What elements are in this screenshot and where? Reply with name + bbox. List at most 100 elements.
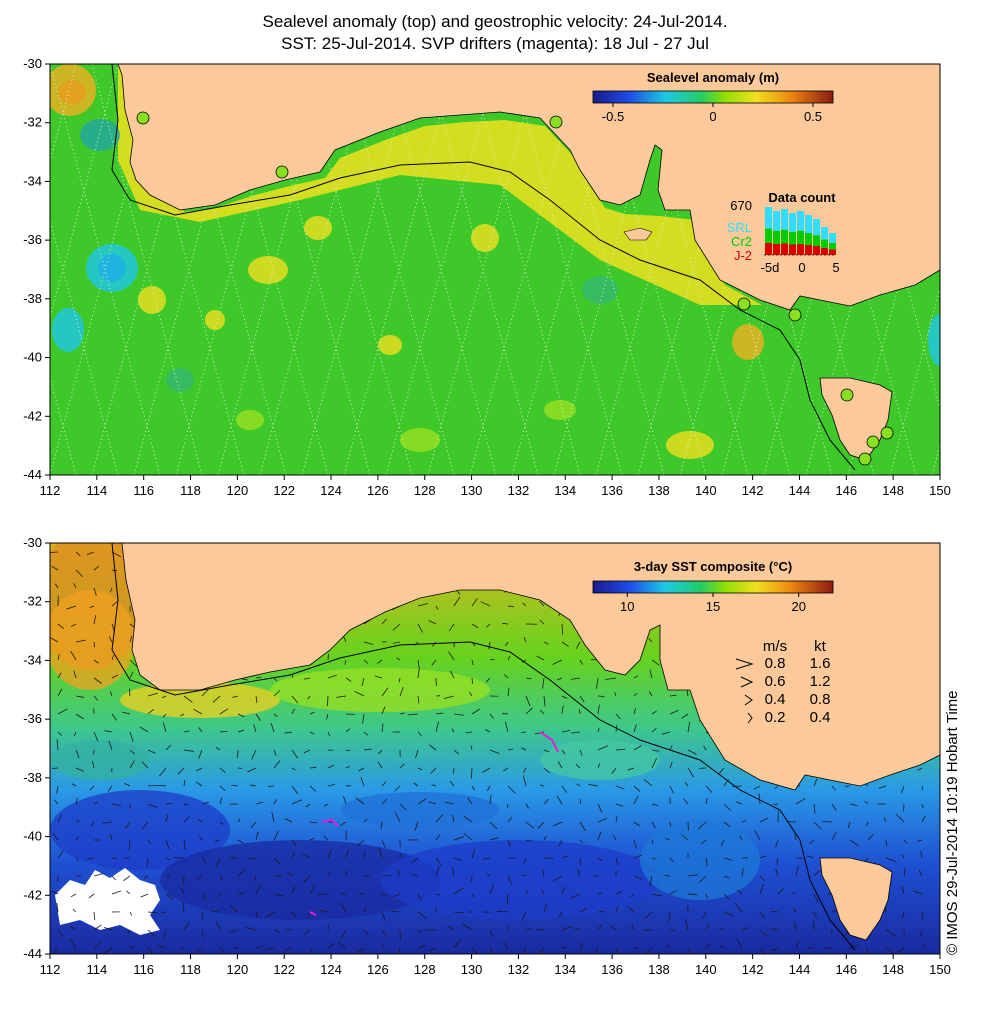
- velocity-vector: [795, 941, 800, 949]
- velocity-vector: [417, 798, 427, 805]
- velocity-vector: [305, 803, 311, 808]
- velocity-vector: [417, 929, 423, 934]
- velocity-vector: [903, 868, 906, 877]
- velocity-vector: [597, 818, 608, 823]
- velocity-vector: [669, 857, 674, 862]
- lat-tick-label: -44: [23, 467, 42, 482]
- velocity-vector: [70, 650, 77, 661]
- lon-tick-label: 142: [742, 962, 764, 977]
- velocity-vector: [487, 785, 491, 792]
- velocity-vector: [255, 884, 262, 895]
- colorbar-tick-label: 0.5: [804, 109, 822, 124]
- velocity-vector: [615, 803, 624, 807]
- sla-patch: [304, 216, 332, 240]
- velocity-vector: [489, 713, 494, 719]
- velocity-vector: [505, 721, 509, 733]
- velocity-vector: [865, 821, 869, 827]
- velocity-vector: [736, 938, 743, 949]
- velocity-vector: [723, 821, 731, 828]
- lon-tick-label: 140: [695, 483, 717, 498]
- velocity-vector: [392, 623, 401, 631]
- velocity-vector: [920, 929, 923, 936]
- lat-tick-label: -36: [23, 232, 42, 247]
- sla-patch: [86, 244, 138, 292]
- data-count-bar-j2: [813, 246, 820, 255]
- lat-tick-label: -40: [23, 350, 42, 365]
- velocity-vector: [723, 875, 730, 879]
- data-count-bar-srl: [797, 211, 804, 231]
- lon-tick-label: 146: [835, 962, 857, 977]
- velocity-vector: [394, 812, 401, 823]
- lon-tick-label: 148: [882, 962, 904, 977]
- velocity-vector: [595, 677, 599, 689]
- velocity-vector: [536, 928, 545, 931]
- velocity-vector: [435, 605, 439, 610]
- velocity-vector: [921, 943, 926, 949]
- velocity-vector: [144, 875, 149, 879]
- sla-patch: [50, 64, 96, 116]
- sst-patch: [640, 820, 760, 900]
- sla-patch: [582, 276, 618, 304]
- lon-tick-label: 130: [461, 483, 483, 498]
- lon-tick-label: 140: [695, 962, 717, 977]
- velocity-vector: [327, 764, 335, 769]
- velocity-vector: [486, 623, 491, 628]
- velocity-vector: [93, 677, 102, 684]
- velocity-vector: [552, 659, 563, 665]
- speed-legend-rows: 0.8 1.60.6 1.20.4 0.80.2 0.4: [735, 655, 830, 726]
- velocity-vector: [561, 886, 566, 895]
- sst-patch: [50, 590, 135, 690]
- velocity-vector: [615, 748, 626, 751]
- velocity-vector: [146, 857, 149, 867]
- velocity-vector: [57, 688, 63, 697]
- velocity-vector: [196, 875, 203, 880]
- velocity-vector: [794, 833, 797, 841]
- velocity-vector: [561, 855, 569, 859]
- drifter-track-1: [539, 731, 559, 753]
- velocity-vector: [381, 874, 391, 877]
- velocity-vector: [339, 821, 347, 827]
- velocity-vector: [399, 687, 404, 697]
- velocity-vector: [723, 803, 732, 811]
- velocity-vector: [597, 910, 605, 913]
- velocity-vector: [615, 785, 625, 790]
- velocity-vector: [916, 839, 923, 842]
- velocity-vector: [75, 551, 81, 557]
- velocity-vector: [360, 776, 365, 787]
- velocity-vector: [615, 947, 619, 954]
- velocity-vector: [489, 749, 500, 755]
- velocity-vector: [471, 785, 476, 791]
- data-count-xtick-0: -5d: [761, 260, 780, 275]
- velocity-vector: [291, 767, 296, 771]
- velocity-vector: [575, 763, 581, 769]
- velocity-vector: [666, 944, 671, 949]
- velocity-vector: [489, 883, 494, 895]
- velocity-vector: [89, 785, 95, 791]
- velocity-vector: [435, 712, 444, 715]
- velocity-vector: [396, 657, 401, 661]
- velocity-vector: [309, 821, 317, 824]
- velocity-vector: [327, 674, 337, 679]
- velocity-vector: [161, 695, 167, 699]
- australia-land-top: [117, 64, 940, 311]
- velocity-vector: [219, 785, 226, 792]
- velocity-vector: [443, 695, 455, 700]
- velocity-vector: [525, 928, 532, 931]
- velocity-vector: [129, 946, 135, 949]
- velocity-vector: [102, 821, 113, 824]
- tide-gauge: [840, 388, 854, 402]
- velocity-vector: [507, 817, 513, 823]
- velocity-vector: [525, 839, 532, 842]
- data-count-xtick-2: 5: [832, 260, 839, 275]
- velocity-vector: [482, 857, 491, 860]
- velocity-vector: [165, 744, 172, 751]
- velocity-vector: [327, 872, 331, 877]
- velocity-vector: [50, 890, 59, 895]
- velocity-vector: [669, 694, 677, 697]
- data-count-bar-cr2: [821, 239, 828, 248]
- velocity-vector: [453, 911, 465, 914]
- velocity-vector: [309, 785, 317, 792]
- velocity-vector: [165, 814, 169, 823]
- velocity-vector: [378, 848, 383, 859]
- sla-patch: [205, 310, 225, 330]
